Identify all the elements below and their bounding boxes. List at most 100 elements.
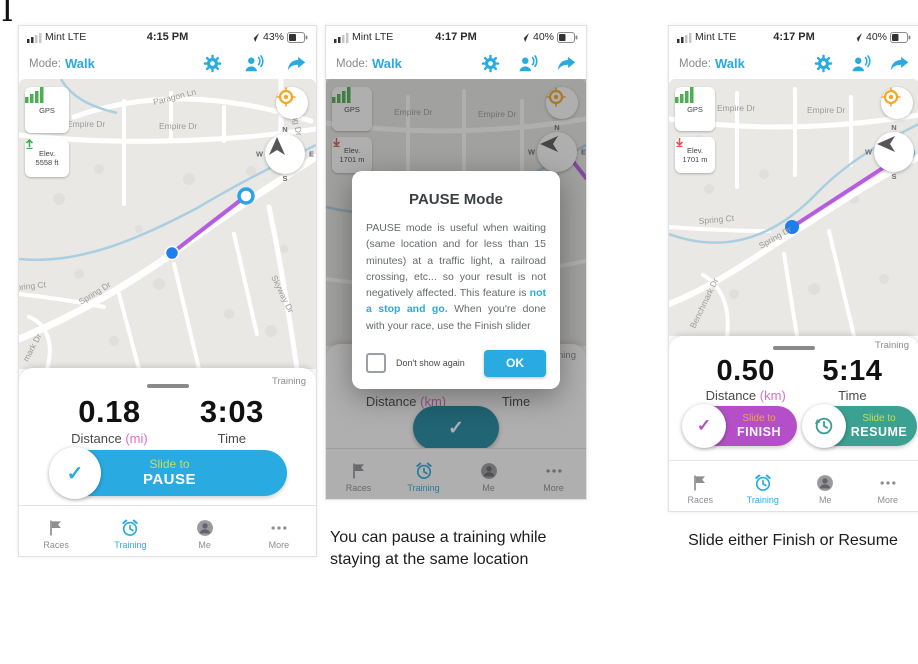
compass-needle-icon bbox=[269, 137, 285, 155]
time-value: 5:14 bbox=[822, 355, 883, 387]
nav-item-more[interactable]: More bbox=[521, 455, 586, 493]
gear-icon[interactable] bbox=[203, 54, 222, 73]
ok-button[interactable]: OK bbox=[484, 349, 546, 377]
nav-item-training[interactable]: Training bbox=[391, 455, 456, 493]
share-route-icon[interactable] bbox=[890, 56, 909, 72]
elevation-badge[interactable]: Elev. 1701 m bbox=[675, 137, 715, 173]
locate-me-button[interactable] bbox=[276, 87, 308, 119]
nav-item-me[interactable]: Me bbox=[794, 467, 857, 505]
nav-label: Races bbox=[687, 495, 713, 505]
carrier-label: Mint LTE bbox=[695, 31, 737, 43]
flag-icon bbox=[352, 463, 364, 479]
nav-label: Races bbox=[43, 540, 69, 550]
dialog-body-emphasis: not a stop and go. bbox=[366, 287, 546, 316]
slider-knob[interactable]: ✓ bbox=[49, 447, 101, 499]
street-label: Empire Dr bbox=[67, 119, 105, 129]
finish-slider[interactable]: ✓ Slide to FINISH bbox=[682, 404, 797, 448]
nav-item-training[interactable]: Training bbox=[93, 512, 167, 550]
compass-n: N bbox=[554, 123, 560, 132]
elev-value: 5558 ft bbox=[35, 158, 59, 167]
battery-icon bbox=[287, 31, 308, 43]
gps-signal-icon bbox=[332, 87, 351, 103]
voice-assist-icon[interactable] bbox=[851, 54, 872, 73]
gear-icon[interactable] bbox=[814, 54, 833, 73]
compass[interactable]: N W E S bbox=[256, 125, 314, 183]
elev-label: Elev. bbox=[686, 146, 704, 155]
drag-handle[interactable] bbox=[773, 346, 815, 350]
nav-item-more[interactable]: More bbox=[857, 467, 918, 505]
gps-badge[interactable]: GPS bbox=[675, 87, 715, 131]
nav-item-me[interactable]: Me bbox=[168, 512, 242, 550]
signal-icon bbox=[677, 32, 692, 43]
pause-slider[interactable]: ✓ Slide to PAUSE bbox=[49, 447, 287, 499]
distance-unit: (km) bbox=[759, 388, 786, 404]
share-route-icon[interactable] bbox=[287, 56, 306, 72]
ellipsis-icon bbox=[880, 481, 896, 485]
person-icon bbox=[196, 520, 213, 536]
compass-needle-icon bbox=[877, 136, 895, 152]
location-arrow-icon bbox=[250, 32, 259, 42]
nav-item-races[interactable]: Races bbox=[669, 467, 732, 505]
slider-knob[interactable] bbox=[802, 404, 846, 448]
panel-label: Training bbox=[272, 376, 306, 387]
gear-icon[interactable] bbox=[481, 54, 500, 73]
nav-item-races[interactable]: Races bbox=[326, 455, 391, 493]
map[interactable]: Empire Dr Empire Dr Spring Ct Spring Dr … bbox=[669, 79, 918, 336]
gps-badge[interactable]: GPS bbox=[332, 87, 372, 131]
elevation-badge[interactable]: Elev. 5558 ft bbox=[25, 139, 69, 177]
nav-label: Races bbox=[345, 483, 372, 493]
ellipsis-icon bbox=[271, 526, 287, 530]
locate-me-button[interactable] bbox=[881, 87, 913, 119]
time-label: 4:17 PM bbox=[435, 31, 477, 43]
time-label: Time bbox=[838, 388, 867, 404]
app-header: Mode: Walk bbox=[669, 48, 918, 79]
compass-e: E bbox=[580, 147, 586, 157]
app-header: Mode: Walk bbox=[19, 48, 316, 79]
resume-slider[interactable]: Slide to RESUME bbox=[802, 404, 917, 448]
distance-unit: (km) bbox=[420, 394, 447, 410]
gps-label: GPS bbox=[687, 104, 703, 114]
elev-value: 1701 m bbox=[339, 155, 365, 164]
voice-assist-icon[interactable] bbox=[518, 54, 539, 73]
mode-value[interactable]: Walk bbox=[371, 56, 402, 71]
dont-show-checkbox[interactable] bbox=[366, 353, 386, 374]
street-label: Empire Dr bbox=[807, 105, 845, 115]
signal-icon bbox=[334, 32, 349, 43]
compass[interactable]: N W E S bbox=[528, 123, 586, 181]
nav-label: More bbox=[268, 540, 290, 550]
mode-value[interactable]: Walk bbox=[64, 56, 95, 71]
alarm-clock-icon bbox=[415, 462, 432, 479]
route-start-marker bbox=[237, 187, 255, 205]
nav-label: Me bbox=[818, 495, 832, 505]
nav-item-training[interactable]: Training bbox=[732, 467, 795, 505]
phone-2: Mint LTE 4:17 PM 40% Mode: Walk bbox=[325, 25, 587, 500]
map[interactable]: Paragon Ln Empire Dr Empire Dr Spring Dr… bbox=[19, 79, 316, 369]
locate-me-button[interactable] bbox=[546, 87, 578, 119]
gps-badge[interactable]: GPS bbox=[25, 87, 69, 133]
compass-w: W bbox=[865, 147, 873, 157]
target-icon bbox=[276, 87, 296, 107]
nav-item-races[interactable]: Races bbox=[19, 512, 93, 550]
voice-assist-icon[interactable] bbox=[244, 54, 265, 73]
gps-signal-icon bbox=[675, 87, 694, 103]
elevation-badge[interactable]: Elev. 1701 m bbox=[332, 137, 372, 173]
compass-w: W bbox=[256, 149, 264, 159]
location-arrow-icon bbox=[853, 32, 862, 42]
compass[interactable]: N W E S bbox=[865, 123, 918, 181]
paused-check-button[interactable]: ✓ bbox=[413, 406, 499, 450]
stray-mark: I bbox=[1, 0, 14, 29]
nav-item-more[interactable]: More bbox=[242, 512, 316, 550]
history-clock-icon bbox=[814, 417, 833, 435]
phone-1: Mint LTE 4:15 PM 43% Mode: Walk bbox=[18, 25, 317, 557]
slide-action: FINISH bbox=[737, 424, 781, 439]
time-label: 4:15 PM bbox=[146, 31, 189, 43]
distance-label: Distance bbox=[705, 388, 757, 404]
slider-knob[interactable]: ✓ bbox=[682, 404, 726, 448]
mode-value[interactable]: Walk bbox=[714, 56, 745, 71]
compass-s: S bbox=[891, 172, 897, 181]
street-label: Spring Ct bbox=[698, 213, 735, 226]
drag-handle[interactable] bbox=[146, 384, 189, 388]
nav-item-me[interactable]: Me bbox=[456, 455, 521, 493]
elev-up-icon bbox=[25, 139, 34, 149]
share-route-icon[interactable] bbox=[557, 56, 576, 72]
